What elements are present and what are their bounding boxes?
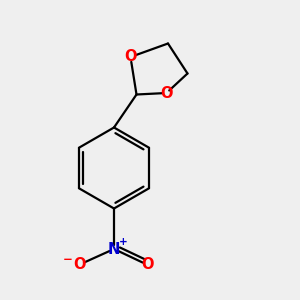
Text: O: O (124, 50, 137, 64)
Text: −: − (63, 253, 72, 266)
Text: N: N (108, 242, 120, 256)
Text: O: O (141, 257, 153, 272)
Text: O: O (73, 257, 86, 272)
Text: O: O (160, 85, 173, 100)
Text: +: + (119, 237, 128, 248)
